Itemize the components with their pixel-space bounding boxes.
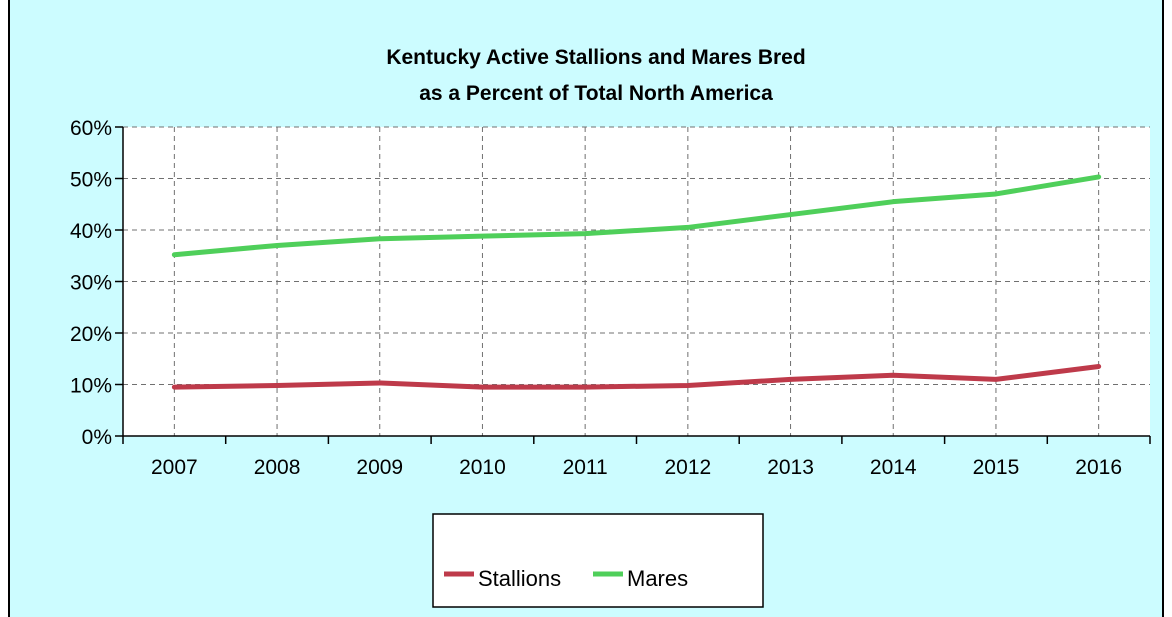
series-line-stallions	[171, 363, 1102, 390]
legend-label-stallions: Stallions	[478, 566, 561, 591]
y-tick-label: 20%	[70, 323, 112, 346]
x-tick-label: 2010	[459, 456, 506, 479]
legend: Stallions Mares	[432, 513, 764, 608]
y-axis-ticks: 0% 10% 20% 30% 40% 50% 60%	[70, 117, 123, 449]
y-tick-label: 0%	[82, 426, 112, 449]
gridlines	[123, 126, 1150, 436]
series-lines	[171, 174, 1102, 390]
y-tick-label: 50%	[70, 169, 112, 192]
legend-label-mares: Mares	[627, 566, 688, 591]
y-tick-label: 10%	[70, 375, 112, 398]
x-tick-label: 2016	[1075, 456, 1122, 479]
legend-box	[432, 513, 764, 608]
chart-title: Kentucky Active Stallions and Mares Bred	[386, 46, 805, 69]
x-tick-label: 2009	[356, 456, 403, 479]
x-axis-ticks: 2007 2008 2009 2010 2011 2012 2013 2014 2015 2016	[122, 436, 1151, 479]
series-line-mares	[171, 174, 1102, 258]
y-tick-label: 60%	[70, 117, 112, 140]
x-tick-label: 2014	[870, 456, 917, 479]
x-tick-label: 2013	[767, 456, 814, 479]
y-tick-label: 30%	[70, 272, 112, 295]
x-tick-label: 2007	[151, 456, 198, 479]
x-tick-label: 2012	[664, 456, 711, 479]
x-tick-label: 2011	[563, 456, 608, 479]
y-tick-label: 40%	[70, 220, 112, 243]
x-tick-label: 2008	[254, 456, 301, 479]
x-tick-label: 2015	[973, 456, 1020, 479]
chart-subtitle: as a Percent of Total North America	[419, 82, 773, 105]
